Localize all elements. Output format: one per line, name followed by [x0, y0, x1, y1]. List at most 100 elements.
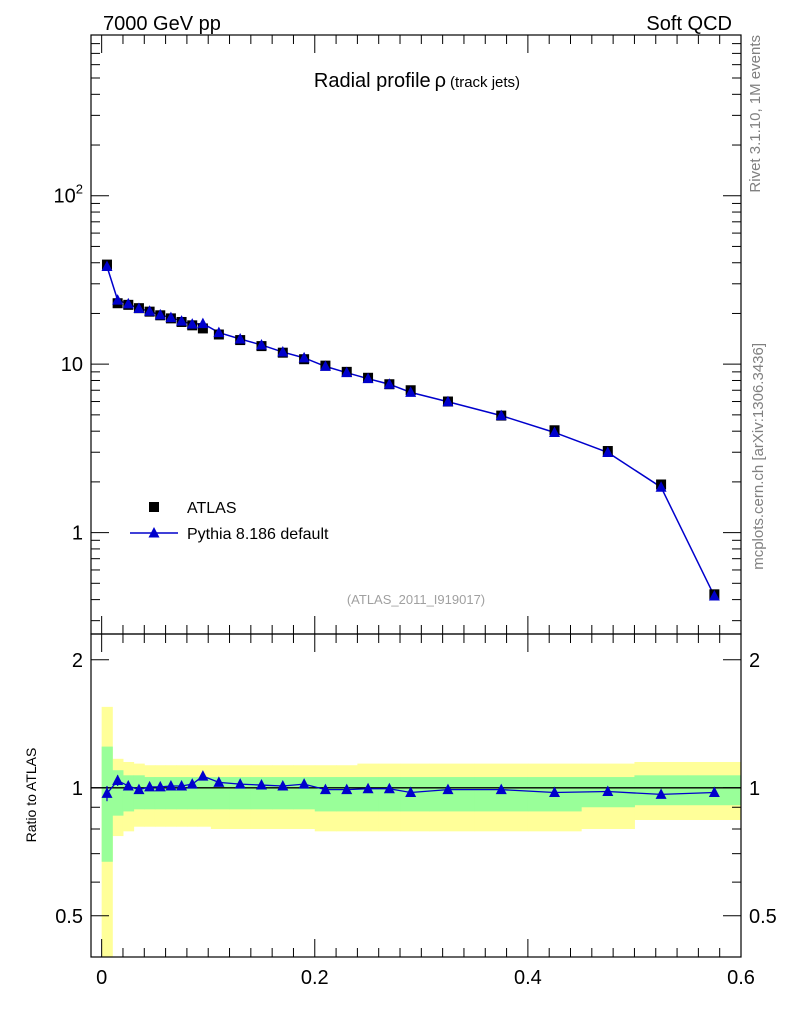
pythia-marker — [255, 338, 267, 350]
pythia-marker — [112, 294, 124, 305]
band-inner-bin — [197, 777, 212, 810]
main-series — [101, 259, 720, 601]
pythia-marker — [602, 446, 614, 457]
ratio-panel-frame — [90, 633, 742, 958]
ratio-marker — [101, 787, 113, 798]
pythia-marker — [442, 395, 454, 407]
ratio-marker — [234, 778, 246, 789]
pythia-marker — [154, 308, 166, 320]
ratio-marker — [144, 780, 156, 792]
ratio-uncertainty-bands — [101, 706, 742, 957]
energy-label: 7000 GeV pp — [103, 13, 221, 35]
band-inner-bin — [154, 777, 167, 810]
legend-atlas-marker — [149, 502, 159, 512]
band-inner-bin — [378, 777, 401, 812]
pythia-marker — [708, 590, 720, 601]
ratio-frame-rect — [90, 633, 742, 958]
band-inner-bin — [336, 777, 358, 812]
ratio-marker — [197, 770, 209, 781]
ratio-marker — [405, 786, 417, 797]
pythia-marker — [234, 333, 246, 344]
ratio-y-tick-label: 1 — [72, 778, 83, 800]
ratio-marker — [549, 786, 561, 797]
y-tick-label: 102 — [54, 182, 83, 208]
ratio-marker — [154, 780, 166, 792]
legend-pythia-label: Pythia 8.186 default — [187, 526, 329, 543]
ratio-marker — [442, 783, 454, 795]
ratio-marker — [383, 782, 395, 794]
analysis-label: (ATLAS_2011_I919017) — [347, 592, 485, 607]
pythia-marker — [655, 481, 667, 492]
ratio-marker — [176, 779, 188, 791]
band-inner-bin — [314, 777, 337, 812]
pythia-marker — [341, 366, 353, 378]
main-frame-rect — [90, 34, 742, 635]
chart-title-suffix: (track jets) — [450, 74, 520, 91]
ratio-y-tick-label: 2 — [749, 650, 760, 672]
main-axis-ticks: 1 10 102 — [54, 34, 742, 634]
pythia-marker — [495, 409, 507, 421]
band-inner-bin — [101, 746, 113, 862]
x-tick-label: 0.6 — [727, 967, 755, 989]
chart-title-main: Radial profile — [314, 70, 431, 92]
pythia-marker — [165, 311, 177, 323]
ratio-marker — [298, 778, 310, 789]
band-inner-bin — [165, 777, 177, 810]
ratio-marker — [186, 778, 198, 789]
y-tick-label: 10 — [61, 354, 83, 376]
pythia-marker — [101, 260, 113, 272]
ratio-axis-ticks: 0.5 0.5 1 1 2 2 0 0.2 0.4 0.6 — [55, 634, 777, 989]
band-inner-bin — [112, 770, 124, 816]
ratio-marker — [602, 785, 614, 797]
chart-title-symbol: ρ — [435, 70, 446, 92]
ratio-marker — [277, 779, 289, 791]
ratio-marker — [495, 783, 507, 795]
pythia-marker — [197, 317, 209, 329]
mcplots-label: mcplots.cern.ch [arXiv:1306.3436] — [750, 343, 767, 570]
pythia-marker — [186, 318, 198, 329]
ratio-marker — [655, 788, 667, 799]
chart-title: Radial profile ρ (track jets) — [314, 70, 520, 92]
pythia-marker — [122, 297, 134, 309]
pythia-marker — [298, 351, 310, 363]
pythia-marker — [405, 386, 417, 397]
band-inner-bin — [186, 777, 199, 810]
ratio-y-tick-label: 0.5 — [55, 906, 83, 928]
pythia-marker — [362, 372, 374, 384]
band-inner-bin — [144, 777, 156, 810]
x-tick-label: 0.2 — [301, 967, 329, 989]
pythia-marker — [277, 346, 289, 357]
ratio-marker — [341, 783, 353, 795]
pythia-marker — [213, 326, 225, 338]
atlas-marker — [197, 323, 208, 334]
ratio-marker — [122, 779, 134, 791]
process-label: Soft QCD — [646, 13, 732, 35]
y-tick-label: 1 — [72, 523, 83, 545]
pythia-marker — [383, 378, 395, 389]
pythia-marker — [144, 305, 156, 316]
ratio-marker — [165, 779, 177, 791]
band-inner-bin — [176, 777, 188, 810]
legend-atlas-label: ATLAS — [187, 500, 237, 517]
band-inner-bin — [474, 777, 529, 812]
ratio-y-tick-label: 1 — [749, 778, 760, 800]
legend-pythia-marker — [148, 527, 160, 538]
x-tick-label: 0.4 — [514, 967, 542, 989]
ratio-y-tick-label: 0.5 — [749, 906, 777, 928]
pythia-line — [106, 266, 716, 597]
legend: ATLAS Pythia 8.186 default — [130, 500, 329, 543]
band-inner-bin — [429, 777, 476, 812]
pythia-marker — [133, 302, 145, 314]
band-inner-bin — [400, 777, 430, 812]
ratio-y-tick-label: 2 — [72, 650, 83, 672]
ratio-marker — [112, 774, 124, 786]
pythia-marker — [176, 315, 188, 326]
pythia-marker — [319, 360, 331, 371]
ratio-marker — [133, 783, 145, 795]
ratio-marker — [362, 782, 374, 794]
band-inner-bin — [122, 775, 135, 812]
ratio-marker — [213, 776, 225, 787]
x-tick-label: 0 — [96, 967, 107, 989]
ratio-marker — [708, 786, 720, 797]
